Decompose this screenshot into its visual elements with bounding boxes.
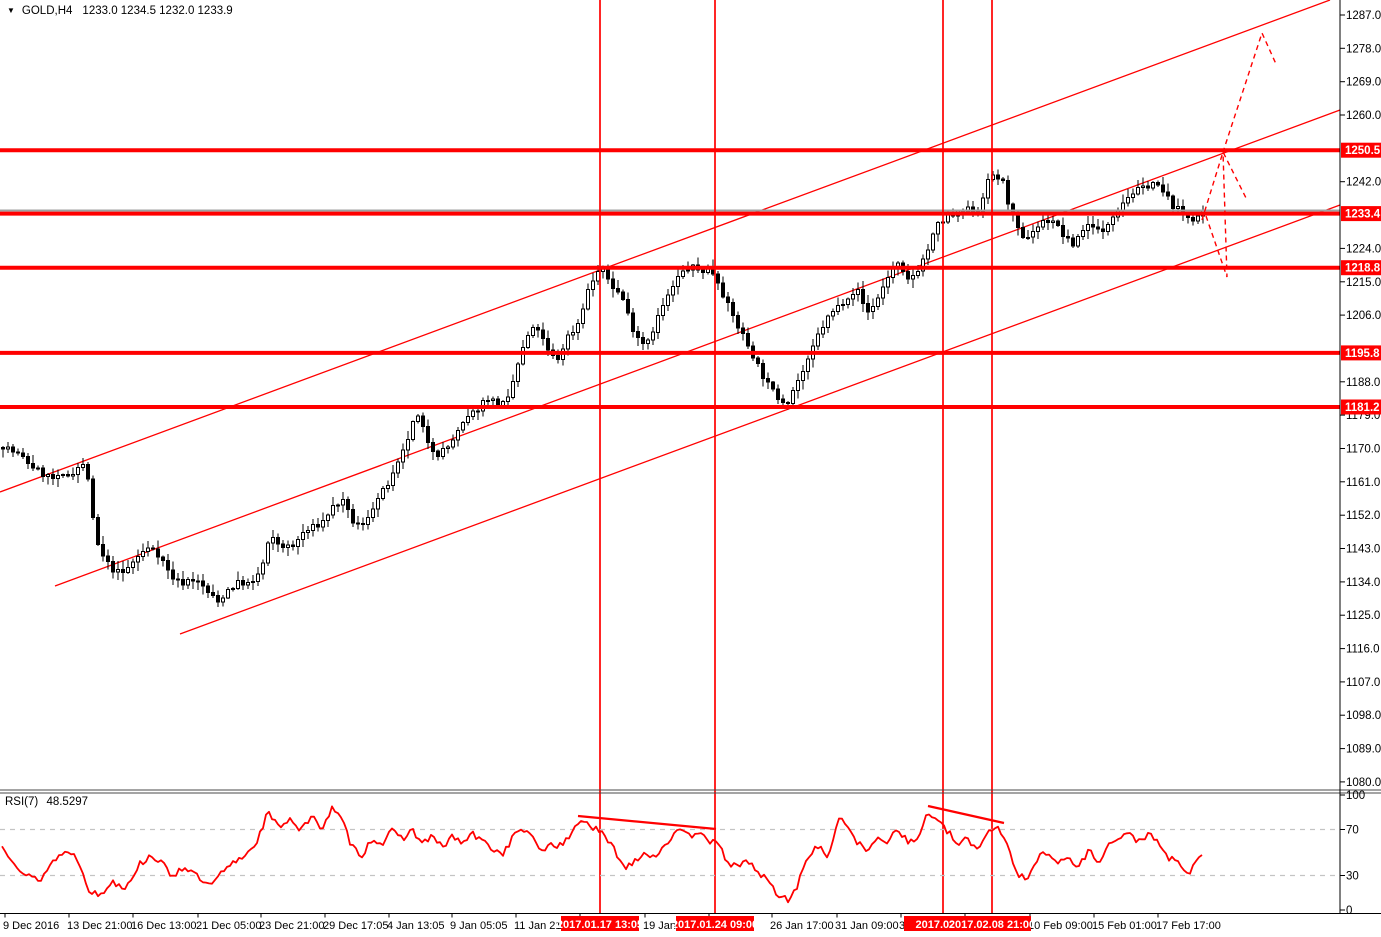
rsi-panel-layer	[0, 804, 1340, 904]
time-event-badge	[676, 916, 754, 931]
time-tick-label: 13 Dec 21:00	[67, 920, 132, 932]
price-tick-label: 1224.0	[1346, 243, 1381, 255]
channel-line[interactable]	[179, 204, 1341, 635]
rsi-value: 48.5297	[46, 796, 89, 808]
channel-line[interactable]	[54, 109, 1341, 587]
time-event-badge-text: 2017.01.17 13:05	[557, 919, 643, 931]
horizontal-levels-layer[interactable]	[0, 148, 1340, 409]
price-level-badge	[1341, 399, 1381, 415]
panel-frame-layer	[0, 0, 1381, 914]
time-tick-label: 17 Feb 17:00	[1156, 920, 1221, 932]
time-tick-label: 21 Dec 05:00	[196, 920, 261, 932]
price-tick-label: 1152.0	[1346, 510, 1380, 522]
price-tick-label: 1161.0	[1346, 477, 1380, 489]
time-event-badge-text: 2017.01.24 09:00	[672, 919, 758, 931]
price-tick-label: 1107.0	[1346, 677, 1380, 689]
symbol-title: ▼ GOLD,H4 1233.0 1234.5 1232.0 1233.9	[7, 4, 233, 18]
candles-layer	[1, 169, 1205, 608]
price-level-badge-text: 1181.2	[1345, 402, 1380, 414]
rsi-tick-label: 0	[1346, 905, 1352, 917]
time-tick-label: 15 Feb 01:00	[1092, 920, 1157, 932]
price-level-badge-text: 1250.5	[1345, 145, 1381, 157]
price-level-badge-text: 1195.8	[1345, 348, 1380, 360]
time-tick-label: 23 Dec 21:00	[259, 920, 324, 932]
price-tick-label: 1116.0	[1346, 644, 1379, 656]
time-tick-label: 29 Dec 17:05	[323, 920, 388, 932]
price-level-badge-text: 1233.4	[1345, 209, 1381, 221]
rsi-label: RSI(7)	[5, 796, 39, 808]
rsi-indicator-title: RSI(7) 48.5297	[5, 795, 88, 809]
price-tick-label: 1287.0	[1346, 10, 1381, 22]
price-tick-label: 1260.0	[1346, 110, 1381, 122]
time-event-badge	[953, 916, 1031, 931]
rsi-tick-label: 30	[1346, 871, 1359, 883]
rsi-tick-label: 100	[1346, 790, 1365, 802]
price-tick-label: 1143.0	[1346, 544, 1380, 556]
price-tick-label: 1134.0	[1346, 577, 1380, 589]
price-axis[interactable]: 1287.0 1278.0 1269.0 1260.0 1242.0 1224.0 1215…	[1340, 10, 1381, 917]
price-level-badge	[1341, 260, 1381, 276]
price-tick-label: 1080.0	[1346, 777, 1381, 789]
time-tick-label: 16 Dec 13:00	[131, 920, 196, 932]
symbol-timeframe-label: GOLD,H4	[21, 5, 73, 17]
forecast-zigzag	[1205, 31, 1277, 278]
time-event-badge-text: 2017.02.08 21:00	[949, 919, 1035, 931]
price-tick-label: 1089.0	[1346, 744, 1381, 756]
time-tick-label: 10 Feb 09:00	[1028, 920, 1093, 932]
channel-line[interactable]	[0, 0, 1331, 493]
channel-lines-layer	[0, 0, 1341, 635]
price-tick-label: 1206.0	[1346, 310, 1381, 322]
quote-ohlc-label: 1233.0 1234.5 1232.0 1233.9	[82, 5, 233, 17]
price-tick-label: 1188.0	[1346, 377, 1380, 389]
time-tick-label: 9 Dec 2016	[3, 920, 59, 932]
dropdown-triangle-icon[interactable]: ▼	[7, 6, 15, 15]
price-tick-label: 1170.0	[1346, 444, 1380, 456]
price-tick-label: 1098.0	[1346, 710, 1381, 722]
price-tick-label: 1269.0	[1346, 77, 1381, 89]
price-tick-label: 1278.0	[1346, 43, 1381, 55]
price-tick-label: 1215.0	[1346, 277, 1381, 289]
rsi-tick-label: 70	[1346, 825, 1359, 837]
time-tick-label: 31 Jan 09:00	[835, 920, 899, 932]
price-level-badge	[1341, 345, 1381, 361]
price-level-badge	[1341, 206, 1381, 222]
time-event-badge	[561, 916, 639, 931]
price-tick-label: 1125.0	[1346, 610, 1380, 622]
time-tick-label: 4 Jan 13:05	[387, 920, 445, 932]
forecast-dashed-layer	[1201, 31, 1277, 278]
time-tick-label: 9 Jan 05:05	[450, 920, 508, 932]
price-tick-label: 1242.0	[1346, 177, 1381, 189]
price-level-badge-text: 1218.8	[1345, 263, 1381, 275]
rsi-curve	[1, 805, 1203, 904]
rsi-trendline[interactable]	[577, 814, 717, 831]
rsi-trendline[interactable]	[927, 804, 1005, 825]
time-tick-label: 26 Jan 17:00	[770, 920, 834, 932]
vertical-lines-layer[interactable]	[599, 0, 993, 913]
price-level-badge	[1341, 142, 1381, 158]
